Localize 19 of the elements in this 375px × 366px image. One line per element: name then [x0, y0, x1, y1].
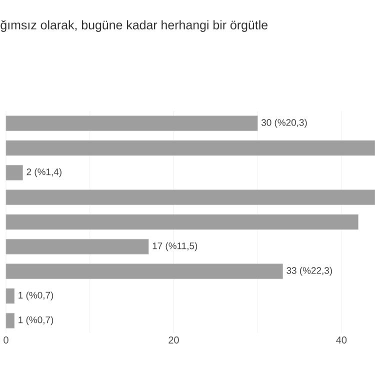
bar — [6, 214, 358, 230]
x-tick-label: 20 — [168, 336, 179, 344]
bar — [6, 140, 375, 156]
bar — [6, 116, 258, 132]
bar — [6, 312, 15, 328]
data-label: 2 (%1,4) — [26, 168, 62, 178]
data-label: 30 (%20,3) — [261, 118, 307, 128]
data-label: 1 (%0,7) — [18, 316, 54, 326]
x-tick-label: 0 — [4, 336, 8, 344]
bar — [6, 238, 149, 254]
x-tick-label: 40 — [336, 336, 347, 344]
data-label: 33 (%22,3) — [286, 266, 332, 276]
chart-title: ğımsız olarak, bugüne kadar herhangi bir örgütle — [0, 20, 268, 32]
data-label: 1 (%0,7) — [18, 292, 54, 300]
bar — [6, 164, 23, 180]
bar — [6, 288, 15, 304]
bar — [6, 190, 375, 206]
bar — [6, 264, 283, 280]
data-label: 17 (%11,5) — [152, 242, 198, 252]
